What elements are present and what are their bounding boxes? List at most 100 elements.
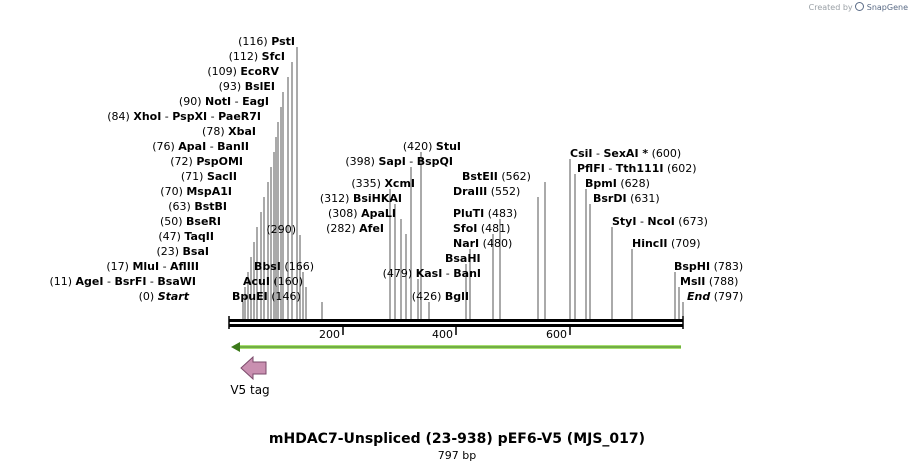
enzyme-name: BsaWI (157, 275, 196, 288)
site-position: (552) (487, 185, 520, 198)
enzyme-name: ApaLI (361, 207, 396, 220)
site-position: (23) (156, 245, 182, 258)
restriction-site-label[interactable]: DraIII (552) (453, 185, 520, 198)
enzyme-name: SacII (207, 170, 237, 183)
restriction-site-label[interactable]: NarI (480) (453, 237, 512, 250)
enzyme-name: BanI (453, 267, 481, 280)
restriction-site-label[interactable]: (76) ApaI - BanII (152, 140, 249, 153)
site-position: (481) (477, 222, 510, 235)
restriction-site-label[interactable]: (0) Start (139, 290, 190, 303)
restriction-site-label[interactable]: (47) TaqII (158, 230, 214, 243)
restriction-site-label[interactable]: (63) BstBI (168, 200, 227, 213)
restriction-site-label[interactable]: BsaHI (445, 252, 481, 265)
map-length: 797 bp (437, 449, 477, 462)
site-position: (116) (238, 35, 271, 48)
enzyme-name: StuI (436, 140, 461, 153)
restriction-site-label[interactable]: BstEII (562) (462, 170, 531, 183)
restriction-site-label[interactable]: (50) BseRI (160, 215, 221, 228)
site-position: - (207, 110, 218, 123)
restriction-site-label[interactable]: BspHI (783) (674, 260, 743, 273)
restriction-site-label[interactable]: BpmI (628) (585, 177, 650, 190)
restriction-site-label[interactable]: (11) AgeI - BsrFI - BsaWI (49, 275, 196, 288)
map-title: mHDAC7-Unspliced (23-938) pEF6-V5 (MJS_0… (268, 431, 646, 447)
restriction-site-label[interactable]: (72) PspOMI (170, 155, 243, 168)
enzyme-name: ApaI (178, 140, 206, 153)
site-position: (50) (160, 215, 186, 228)
site-position: (483) (484, 207, 517, 220)
restriction-site-label[interactable]: (116) PstI (238, 35, 295, 48)
restriction-site-label[interactable]: (71) SacII (181, 170, 237, 183)
enzyme-name: PstI (271, 35, 295, 48)
restriction-site-label[interactable]: (282) AfeI (326, 222, 384, 235)
enzyme-name: MspA1I (186, 185, 232, 198)
restriction-site-label[interactable]: CsiI - SexAI * (600) (570, 147, 681, 160)
restriction-site-label[interactable]: (420) StuI (403, 140, 461, 153)
restriction-site-label[interactable]: BpuEI (146) (232, 290, 301, 303)
restriction-site-label[interactable]: (479) KasI - BanI (383, 267, 481, 280)
enzyme-name: BanII (217, 140, 249, 153)
site-position: (63) (168, 200, 194, 213)
enzyme-name: XhoI (133, 110, 161, 123)
site-position: (479) (383, 267, 416, 280)
site-position: - (442, 267, 453, 280)
enzyme-name: BpmI (585, 177, 617, 190)
restriction-site-label[interactable]: HincII (709) (632, 237, 701, 250)
site-position: - (206, 140, 217, 153)
site-position: - (605, 162, 616, 175)
site-position: (308) (328, 207, 361, 220)
restriction-site-label[interactable]: (84) XhoI - PspXI - PaeR7I (107, 110, 261, 123)
v5-tag-feature[interactable]: V5 tag (230, 355, 270, 397)
snapgene-credit: Created by SnapGene (809, 2, 908, 12)
restriction-site-label[interactable]: (90) NotI - EagI (179, 95, 269, 108)
enzyme-name: NcoI (647, 215, 674, 228)
restriction-site-label[interactable]: (290) (266, 223, 296, 236)
restriction-site-label[interactable]: (335) XcmI (351, 177, 415, 190)
restriction-site-label[interactable]: (78) XbaI (202, 125, 256, 138)
restriction-site-label[interactable]: MslI (788) (680, 275, 738, 288)
restriction-site-label[interactable]: (398) SapI - BspQI (345, 155, 453, 168)
enzyme-name: AflIII (170, 260, 199, 273)
site-position: (797) (710, 290, 743, 303)
enzyme-name: BsiHKAI (353, 192, 402, 205)
restriction-site-label[interactable]: (426) BglI (412, 290, 469, 303)
site-position: (335) (351, 177, 384, 190)
restriction-site-label[interactable]: (70) MspA1I (160, 185, 232, 198)
site-position: (11) (49, 275, 75, 288)
restriction-site-label[interactable]: End (797) (687, 290, 743, 303)
enzyme-name: NarI (453, 237, 479, 250)
restriction-site-label[interactable]: StyI - NcoI (673) (612, 215, 708, 228)
restriction-site-label[interactable]: AcuI (160) (243, 275, 303, 288)
enzyme-name: BstEII (462, 170, 498, 183)
site-position: (84) (107, 110, 133, 123)
restriction-site-label[interactable]: (23) BsaI (156, 245, 209, 258)
site-position: (788) (705, 275, 738, 288)
restriction-site-label[interactable]: PluTI (483) (453, 207, 517, 220)
restriction-site-label[interactable]: BsrDI (631) (593, 192, 660, 205)
restriction-site-label[interactable]: (112) SfcI (229, 50, 285, 63)
site-position: (47) (158, 230, 184, 243)
site-position: (602) (663, 162, 696, 175)
site-position: (93) (219, 80, 245, 93)
restriction-site-label[interactable]: (109) EcoRV (207, 65, 279, 78)
enzyme-name: PflFI (577, 162, 605, 175)
enzyme-name: NotI (205, 95, 231, 108)
restriction-site-label[interactable]: (308) ApaLI (328, 207, 396, 220)
restriction-site-label[interactable]: SfoI (481) (453, 222, 510, 235)
restriction-site-label[interactable]: BbsI (166) (254, 260, 314, 273)
restriction-site-label[interactable]: PflFI - Tth111I (602) (577, 162, 697, 175)
snapgene-logo-icon (855, 2, 865, 11)
enzyme-name: AfeI (359, 222, 384, 235)
enzyme-name: KasI (416, 267, 443, 280)
site-position: (282) (326, 222, 359, 235)
restriction-site-label[interactable]: (312) BsiHKAI (320, 192, 402, 205)
credit-prefix: Created by (808, 3, 853, 12)
restriction-site-label[interactable]: (17) MluI - AflIII (106, 260, 199, 273)
restriction-site-label[interactable]: (93) BslEI (219, 80, 275, 93)
enzyme-name: BseRI (186, 215, 221, 228)
site-position: (70) (160, 185, 186, 198)
ruler-label: 400 (432, 328, 453, 341)
site-position: (71) (181, 170, 207, 183)
enzyme-name: PluTI (453, 207, 484, 220)
site-position: - (159, 260, 170, 273)
feature-arrow-full[interactable] (231, 342, 681, 352)
